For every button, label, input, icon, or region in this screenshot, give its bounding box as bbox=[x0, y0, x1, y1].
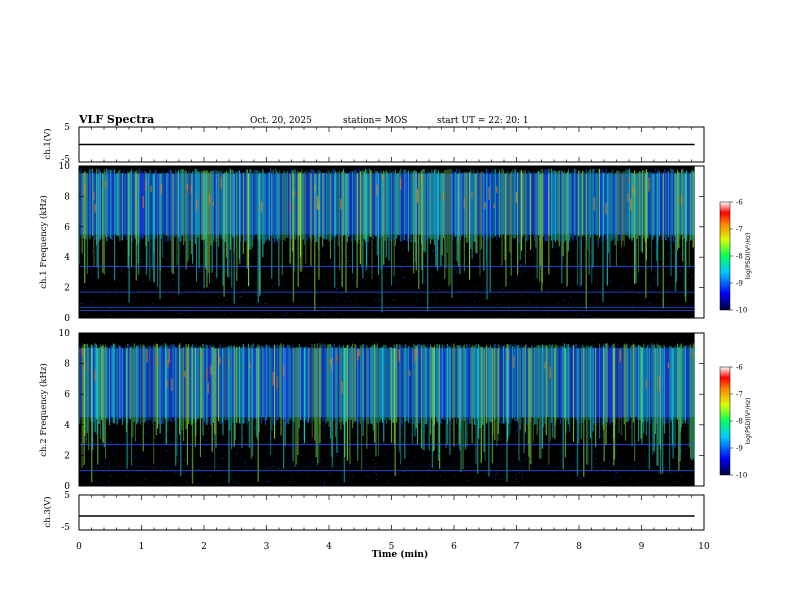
ch2-spectrogram-ticks: 0 2 4 6 8 10 bbox=[59, 329, 705, 492]
ch1-spectrogram bbox=[79, 166, 695, 319]
ch1-ytick-bottom: -5 bbox=[61, 155, 70, 165]
ch1-spectrogram-panel: 0 2 4 6 8 10 ch.1 Frequency (kHz) -6 -7 -8 -9 -10… bbox=[38, 162, 752, 324]
ch1-voltage-ylabel: ch.1(V) bbox=[42, 128, 53, 159]
y-tick-label: 10 bbox=[59, 162, 71, 172]
x-tick-label: 10 bbox=[698, 542, 710, 552]
ch2-colorbar-ticks: -6 -7 -8 -9 -10 bbox=[730, 364, 747, 480]
y-tick-label: 10 bbox=[59, 329, 71, 339]
ch1-ytick-top: 5 bbox=[64, 123, 70, 133]
emission-streaks bbox=[79, 343, 695, 487]
colorbar-tick-label: -10 bbox=[736, 307, 747, 315]
x-tick-label: 3 bbox=[264, 542, 270, 552]
ch3-voltage-ylabel: ch.3(V) bbox=[42, 496, 53, 527]
colorbar-tick-label: -6 bbox=[736, 199, 743, 207]
x-tick-label: 4 bbox=[326, 542, 332, 552]
date-label: Oct. 20, 2025 bbox=[250, 116, 312, 126]
station-label: station= MOS bbox=[343, 116, 407, 126]
x-tick-label: 0 bbox=[76, 542, 82, 552]
y-tick-label: 8 bbox=[64, 360, 70, 370]
colorbar-tick-label: -9 bbox=[736, 280, 743, 288]
ch2-spectrogram-panel: 0 2 4 6 8 10 ch.2 Frequency (kHz) -6 -7 -8 -9 -10… bbox=[38, 329, 752, 492]
colorbar-tick-label: -8 bbox=[736, 253, 743, 261]
y-tick-label: 2 bbox=[64, 284, 70, 294]
ch2-colorbar bbox=[719, 366, 731, 476]
ch3-voltage-panel: 5 -5 ch.3(V) bbox=[42, 491, 705, 533]
colorbar-tick-label: -7 bbox=[736, 226, 743, 234]
colorbar-tick-label: -7 bbox=[736, 391, 743, 399]
y-tick-label: 4 bbox=[64, 421, 70, 431]
ch3-voltage-ticks bbox=[78, 495, 705, 530]
y-tick-label: 0 bbox=[64, 482, 70, 492]
colorbar-tick-label: -8 bbox=[736, 418, 743, 426]
x-axis-tick-labels: 0 1 2 3 4 5 6 7 8 9 10 bbox=[76, 542, 710, 552]
ch1-spectrogram-ticks: 0 2 4 6 8 10 bbox=[59, 162, 705, 324]
x-tick-label: 7 bbox=[514, 542, 520, 552]
x-tick-label: 6 bbox=[451, 542, 457, 552]
y-tick-label: 4 bbox=[64, 253, 70, 263]
y-tick-label: 0 bbox=[64, 314, 70, 324]
colorbar-tick-label: -9 bbox=[736, 445, 743, 453]
ch1-colorbar-ticks: -6 -7 -8 -9 -10 bbox=[730, 199, 747, 315]
figure-title: VLF Spectra bbox=[78, 113, 154, 126]
ch1-spectrogram-ylabel: ch.1 Frequency (kHz) bbox=[38, 195, 49, 288]
ch1-voltage-ticks bbox=[78, 127, 705, 162]
ch1-voltage-panel: 5 -5 ch.1(V) bbox=[42, 123, 705, 165]
ch2-spectrogram bbox=[79, 333, 695, 487]
y-tick-label: 8 bbox=[64, 192, 70, 202]
ch1-colorbar bbox=[719, 201, 731, 311]
x-tick-label: 5 bbox=[389, 542, 395, 552]
y-tick-label: 6 bbox=[64, 390, 70, 400]
y-tick-label: 2 bbox=[64, 451, 70, 461]
start-time-label: start UT = 22: 20: 1 bbox=[437, 116, 529, 126]
x-tick-label: 1 bbox=[139, 542, 145, 552]
emission-streaks bbox=[79, 168, 695, 319]
ch3-ytick-bottom: -5 bbox=[61, 523, 70, 533]
x-axis-label: Time (min) bbox=[372, 549, 429, 560]
ch1-colorbar-label: log(PSD)(V²/Hz) bbox=[745, 233, 752, 280]
y-tick-label: 6 bbox=[64, 223, 70, 233]
colorbar-tick-label: -10 bbox=[736, 472, 747, 480]
ch2-colorbar-label: log(PSD)(V²/Hz) bbox=[745, 398, 752, 445]
x-tick-label: 2 bbox=[201, 542, 207, 552]
colorbar-tick-label: -6 bbox=[736, 364, 743, 372]
ch2-spectrogram-ylabel: ch.2 Frequency (kHz) bbox=[38, 363, 49, 456]
x-tick-label: 9 bbox=[639, 542, 645, 552]
ch3-ytick-top: 5 bbox=[64, 491, 70, 501]
x-tick-label: 8 bbox=[576, 542, 582, 552]
ch3-voltage-frame bbox=[78, 494, 705, 531]
